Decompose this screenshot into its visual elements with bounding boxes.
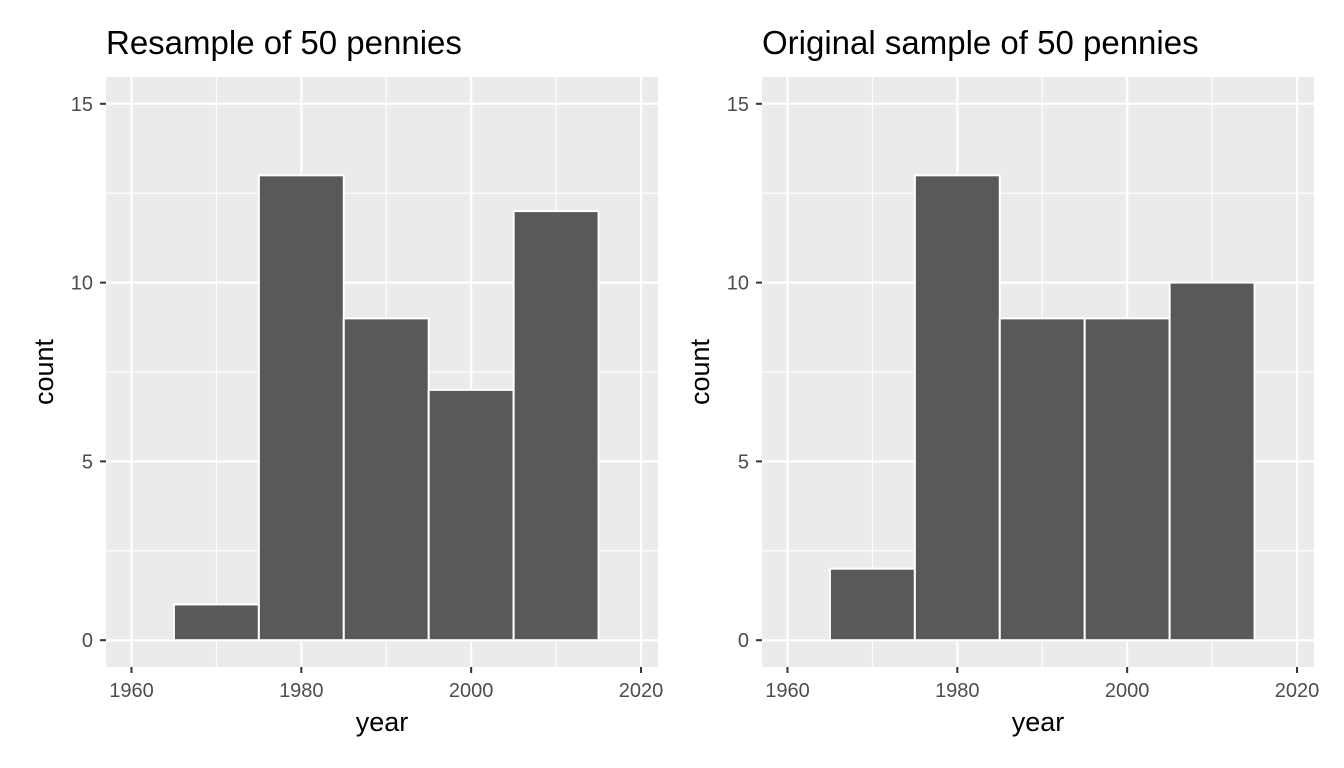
histogram-bar: [512, 210, 600, 642]
axis-ticks: 1960 1980 2000 2020 0 5 10 15: [71, 94, 664, 702]
x-tick-label: 1980: [935, 680, 980, 702]
histogram-bar: [257, 174, 345, 642]
y-tick-label: 0: [82, 630, 93, 652]
x-tick-label: 1960: [765, 680, 810, 702]
y-axis-label: count: [29, 338, 59, 405]
chart-resample: Resample of 50 pennies 1960 1980 2000 2020 0…: [29, 24, 663, 737]
axis-ticks: 1960 1980 2000 2020 0 5 10 15: [727, 94, 1320, 702]
y-axis-label: count: [685, 338, 715, 405]
x-tick-label: 2000: [1105, 680, 1150, 702]
histogram-bar: [828, 567, 916, 642]
histogram-bar: [427, 388, 515, 642]
y-tick-label: 15: [727, 94, 749, 116]
histogram-bar: [172, 603, 260, 642]
y-tick-label: 0: [738, 630, 749, 652]
x-axis-label: year: [356, 707, 409, 737]
y-tick-label: 5: [82, 451, 93, 473]
histogram-bar: [1083, 317, 1171, 642]
histogram-bar: [913, 174, 1001, 642]
x-axis-label: year: [1012, 707, 1065, 737]
chart-original: Original sample of 50 pennies 1960 1980 20…: [685, 24, 1319, 737]
bars: [172, 174, 600, 642]
chart-title: Original sample of 50 pennies: [762, 24, 1199, 61]
x-tick-label: 2020: [619, 680, 664, 702]
histogram-bar: [1168, 281, 1256, 642]
y-tick-label: 5: [738, 451, 749, 473]
chart-title: Resample of 50 pennies: [106, 24, 462, 61]
bars: [828, 174, 1256, 642]
x-tick-label: 1960: [109, 680, 154, 702]
y-tick-label: 15: [71, 94, 93, 116]
histogram-bar: [998, 317, 1086, 642]
histogram-bar: [342, 317, 430, 642]
y-tick-label: 10: [71, 273, 93, 295]
x-tick-label: 2020: [1275, 680, 1320, 702]
x-tick-label: 2000: [449, 680, 494, 702]
y-tick-label: 10: [727, 273, 749, 295]
x-tick-label: 1980: [279, 680, 324, 702]
